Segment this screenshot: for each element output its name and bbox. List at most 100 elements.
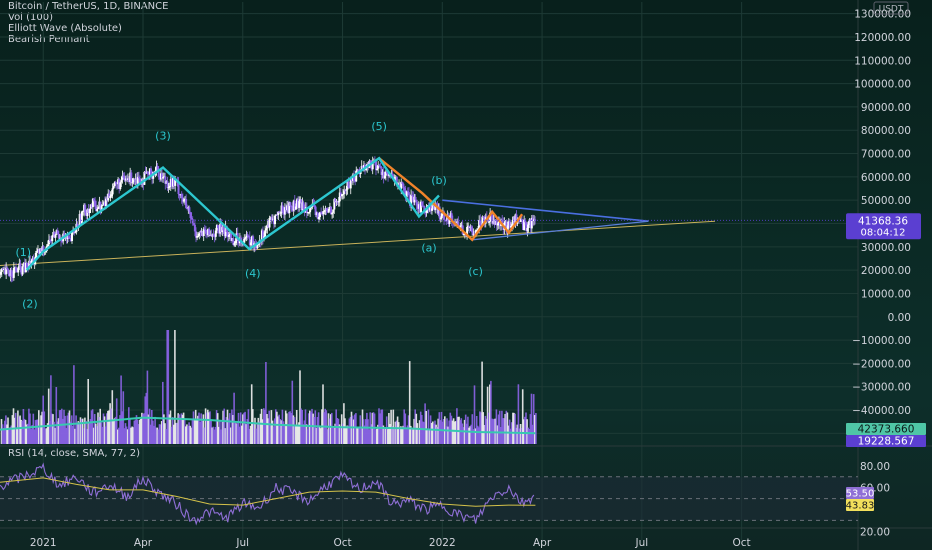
volume-bar [200,413,202,444]
volume-bar [214,427,217,444]
volume-bar [126,429,129,444]
candle-body [328,206,331,209]
rsi-indicator-label[interactable]: RSI (14, close, SMA, 77, 2) [8,448,141,459]
price-tick-label: 110000.00 [854,55,911,67]
volume-bar [302,424,305,444]
volume-bar [168,414,171,444]
candle-body [401,182,404,184]
candle-body [422,205,425,207]
candle-body [330,206,332,215]
candle-body [350,179,353,181]
volume-bar [20,419,22,444]
candle-body [406,191,409,193]
candle-body [130,172,133,183]
candle-body [309,208,312,213]
candle-body [109,195,112,199]
candle-body [433,205,436,210]
candle-body [97,207,100,209]
volume-bar [291,380,294,444]
candle-body [457,221,460,225]
candle-body [7,269,10,274]
volume-bar [42,395,44,444]
volume-bar [198,412,200,444]
volume-bar [133,420,136,444]
candle-body [467,225,470,227]
volume-bar [270,410,273,444]
candle-body [189,212,192,219]
candle-body [9,270,12,276]
volume-bar [445,426,447,444]
volume-bar [107,410,109,444]
volume-bar [530,393,533,444]
candle-body [443,211,445,220]
volume-bar [383,427,386,444]
bearish-pennant-indicator-label[interactable]: Bearish Pennant [8,34,90,45]
symbol-title[interactable]: Bitcoin / TetherUS, 1D, BINANCE [8,1,169,12]
candle-body [445,220,448,222]
candle-body [391,173,394,177]
volume-bar [509,428,512,444]
price-tick-label: 50000.00 [861,195,911,207]
candle-body [325,208,328,211]
candle-body [135,178,138,184]
volume-bar [132,427,134,444]
volume-bar [103,416,106,444]
candle-body [214,230,217,237]
volume-bar [281,409,284,444]
candle-body [476,230,478,231]
candle-body [122,175,125,178]
volume-indicator-label[interactable]: Vol (100) [8,12,54,23]
candle-body [41,246,44,252]
volume-bar [66,415,69,444]
rsi-badge-value: 43.83 [846,501,875,512]
candle-body [23,262,26,273]
candle-body [404,190,407,198]
grid-lines [0,2,858,540]
candle-body [52,232,55,236]
volume-bar [19,415,21,444]
volume-bar [299,370,301,444]
elliott-wave-indicator-label[interactable]: Elliott Wave (Absolute) [8,23,122,34]
volume-bar [391,426,393,444]
volume-bar [233,392,235,444]
wave-label: (2) [22,297,38,310]
volume-bar [10,425,13,444]
volume-bar [462,427,465,444]
candle-body [448,216,451,224]
volume-bar [395,420,398,444]
candle-body [501,219,504,223]
volume-bar [62,418,64,444]
volume-bar [439,420,442,444]
candle-body [233,243,236,245]
volume-bar [104,426,107,444]
volume-bar [29,413,31,444]
candle-body [469,227,472,228]
volume-bar [49,420,51,444]
volume-bar [6,424,8,444]
candle-body [474,230,477,234]
volume-bar [137,424,140,444]
candle-body [360,165,363,170]
volume-bar [237,412,240,444]
volume-bar [225,417,228,444]
volume-bar [190,427,193,444]
volume-bar [100,422,103,444]
candle-body [0,268,3,272]
volume-bar [47,388,50,444]
volume-bar [135,415,138,444]
volume-bar [87,379,89,444]
candle-body [265,228,268,231]
candle-body [415,199,418,206]
candle-body [164,176,167,184]
candle-body [409,194,411,206]
volume-bar [517,384,520,444]
volume-bar [258,421,261,444]
volume-bar [56,421,59,444]
chart-legend: Bitcoin / TetherUS, 1D, BINANCE Vol (100… [8,1,168,45]
volume-bar [367,419,369,444]
volume-bar [140,418,142,444]
candle-body [531,217,534,221]
candle-body [468,225,471,228]
volume-bar [80,419,83,444]
